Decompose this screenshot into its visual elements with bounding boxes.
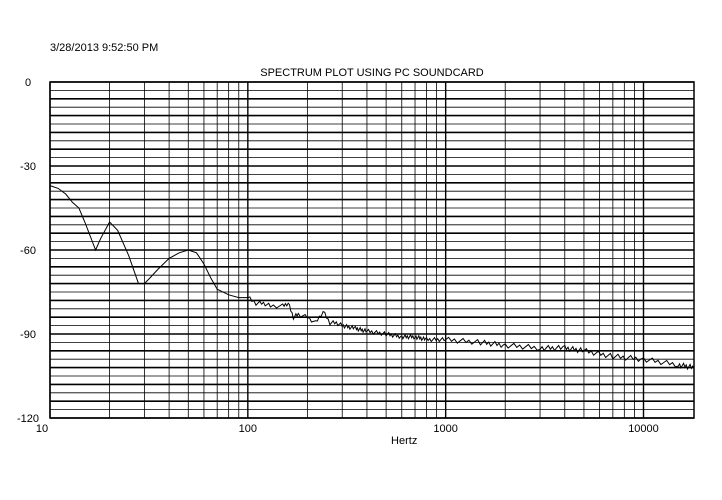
plot-frame xyxy=(49,81,695,419)
y-tick-label: -30 xyxy=(20,161,36,173)
x-tick-label: 10000 xyxy=(628,423,659,435)
y-tick-label: 0 xyxy=(25,77,31,89)
chart-title: SPECTRUM PLOT USING PC SOUNDCARD xyxy=(260,67,484,79)
x-tick-label: 10 xyxy=(36,423,48,435)
timestamp: 3/28/2013 9:52:50 PM xyxy=(50,42,159,54)
y-tick-labels: 0 -30 -60 -90 -120 xyxy=(17,77,39,425)
x-tick-label: 100 xyxy=(239,423,257,435)
x-tick-label: 1000 xyxy=(433,423,457,435)
y-tick-label: -60 xyxy=(20,245,36,257)
x-axis-label: Hertz xyxy=(391,435,417,447)
series-line xyxy=(49,185,695,371)
y-tick-label: -90 xyxy=(20,329,36,341)
grid xyxy=(49,81,694,419)
x-tick-labels: 10 100 1000 10000 xyxy=(36,423,659,435)
y-tick-label: -120 xyxy=(17,413,39,425)
